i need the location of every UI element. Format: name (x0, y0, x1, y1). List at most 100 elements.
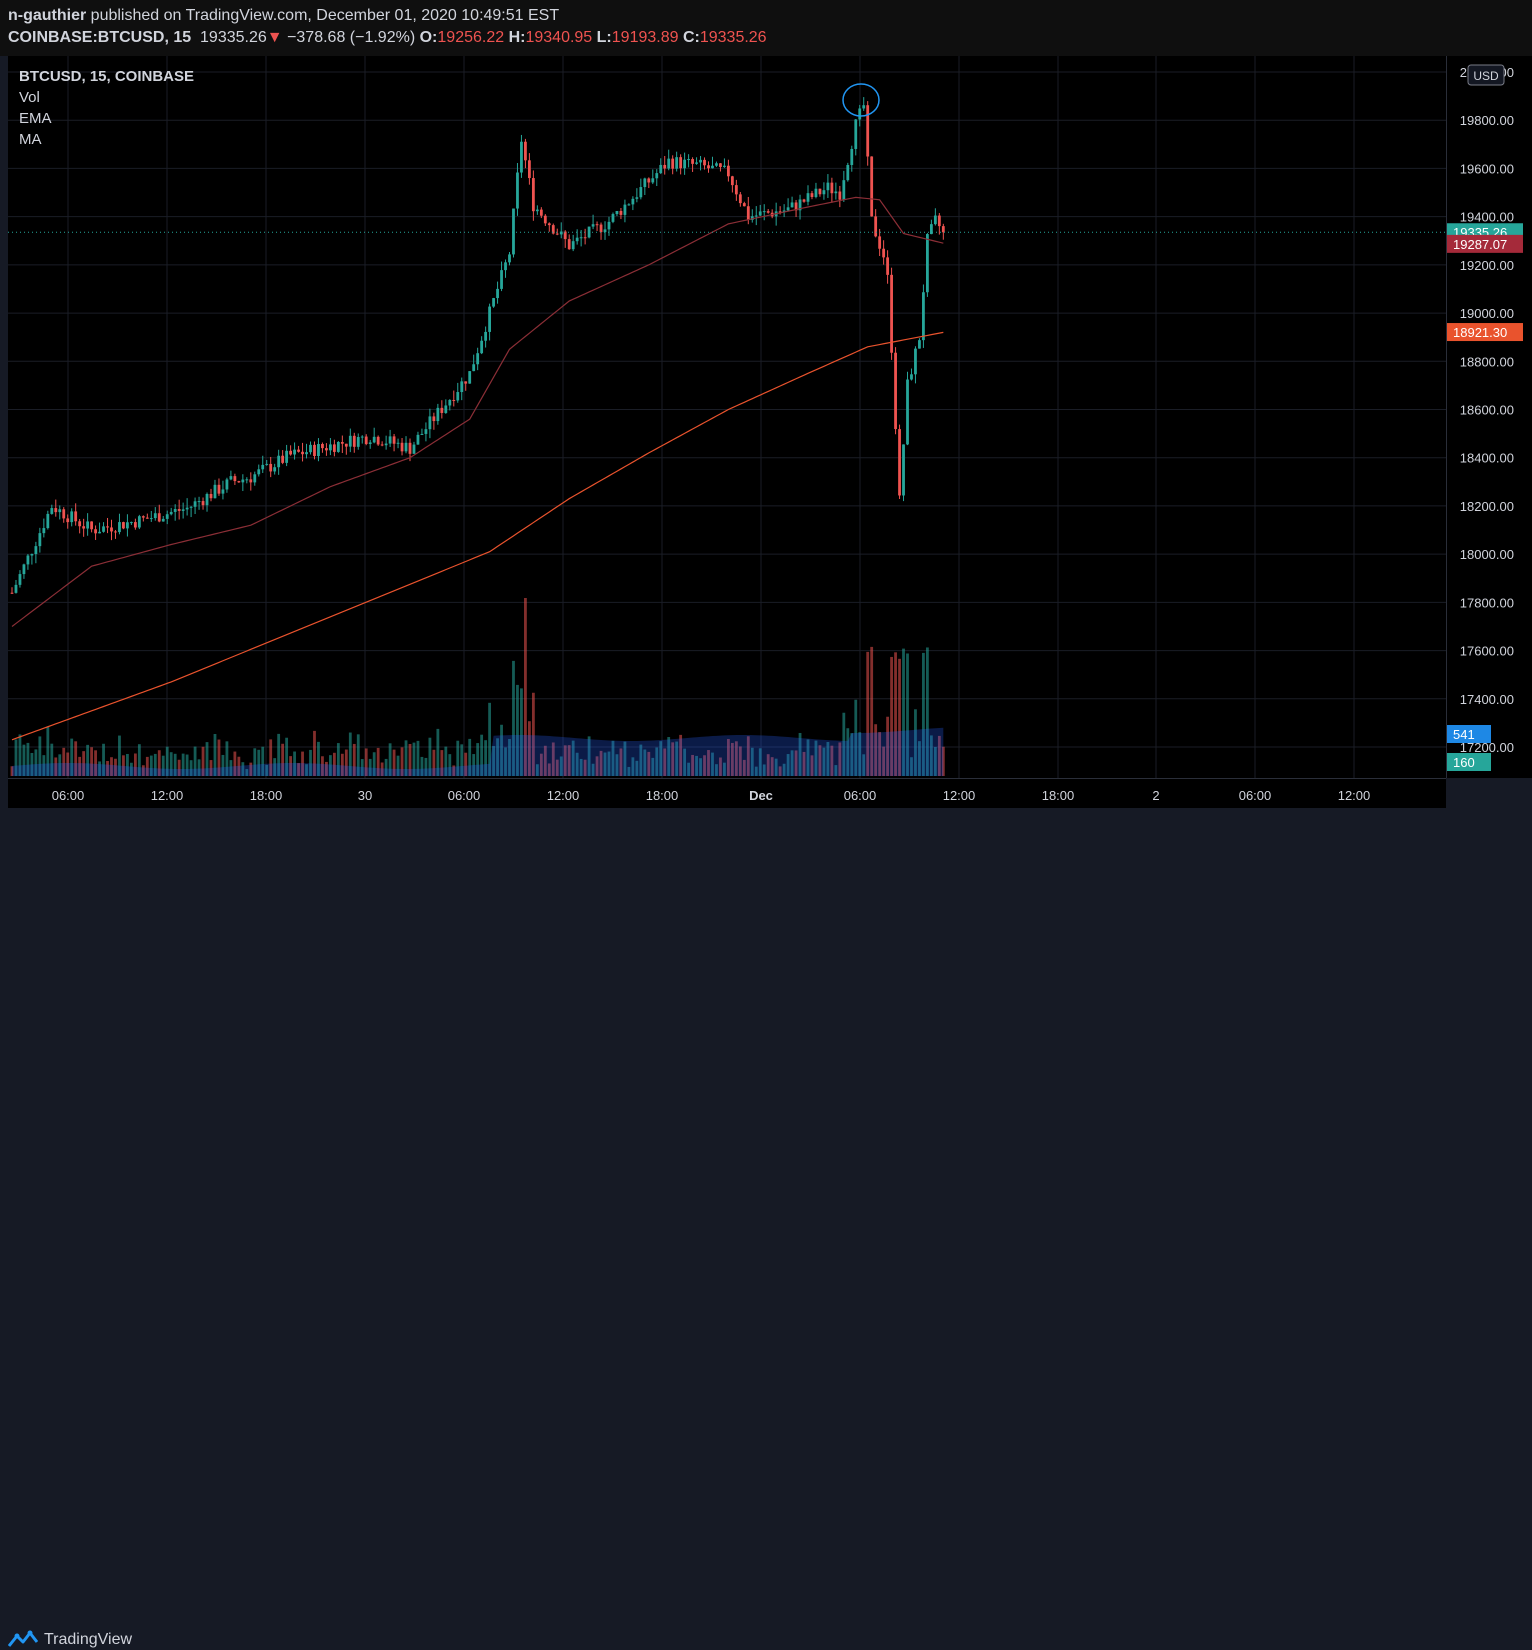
volume-bar (874, 724, 878, 776)
time-axis[interactable] (8, 778, 1446, 808)
volume-bar (472, 754, 476, 776)
volume-bar (336, 743, 340, 776)
volume-bar (723, 762, 726, 776)
x-tick-label: 12:00 (151, 788, 184, 803)
volume-bar (484, 740, 488, 776)
candle-body (886, 257, 889, 275)
candle-body (866, 105, 870, 157)
chart-plot-area[interactable] (8, 56, 1446, 778)
volume-bar (424, 757, 428, 776)
candle-body (508, 254, 511, 263)
volume-bar (647, 751, 651, 776)
candle-body (102, 526, 105, 532)
y-tick-label: 18600.00 (1460, 403, 1514, 418)
volume-bar (321, 756, 324, 776)
candle-body (273, 467, 277, 472)
candle-body (197, 501, 201, 503)
candle-body (416, 434, 420, 445)
volume-bar (416, 740, 420, 776)
candle-body (62, 509, 66, 519)
candle-body (122, 522, 125, 529)
candle-body (878, 236, 882, 249)
volume-bar (539, 753, 543, 776)
candle-body (464, 381, 468, 384)
volume-bar (34, 749, 38, 776)
candle-body (894, 352, 897, 430)
tradingview-brand[interactable]: TradingView (8, 1630, 132, 1650)
candle-body (14, 584, 18, 593)
volume-bar (798, 732, 802, 776)
volume-bar (213, 733, 217, 776)
candle-body (786, 207, 790, 211)
volume-bar (273, 758, 277, 776)
y-tick-label: 18800.00 (1460, 354, 1514, 369)
volume-bar (305, 764, 308, 776)
volume-bar (516, 684, 519, 776)
author-name[interactable]: n-gauthier (8, 7, 87, 24)
volume-bar (842, 712, 846, 776)
candle-body (806, 193, 810, 202)
candle-body (504, 262, 507, 271)
candle-body (364, 436, 368, 445)
x-tick-label: 18:00 (646, 788, 679, 803)
legend-ema[interactable]: EMA (19, 110, 52, 127)
volume-bar (102, 743, 105, 776)
volume-bar (225, 741, 229, 776)
volume-bar (289, 756, 292, 776)
volume-bar (878, 732, 882, 776)
candle-body (265, 463, 269, 465)
volume-bar (786, 754, 790, 776)
volume-bar (285, 737, 289, 776)
volume-bar (766, 754, 770, 776)
highlight-circle (842, 83, 880, 117)
volume-bar (106, 760, 109, 776)
legend-ma[interactable]: MA (19, 131, 42, 148)
volume-bar (508, 739, 511, 776)
y-tick-label: 18400.00 (1460, 451, 1514, 466)
volume-bar (496, 738, 499, 776)
candle-body (193, 501, 197, 507)
price-axis[interactable] (1446, 56, 1532, 778)
candle-body (563, 231, 567, 240)
candle-body (834, 191, 838, 194)
candle-body (261, 464, 265, 470)
candle-body (352, 435, 356, 447)
price-change: −378.68 (−1.92%) (287, 29, 416, 46)
candle-body (551, 225, 555, 234)
candle-body (297, 449, 300, 452)
volume-bar (894, 652, 897, 776)
volume-bar (94, 750, 97, 776)
high-label: H: (508, 29, 526, 46)
candle-body (520, 141, 523, 173)
candle-body (734, 185, 738, 195)
volume-bar (583, 759, 587, 776)
volume-bar (742, 759, 746, 776)
volume-bar (734, 741, 738, 776)
high-value: 19340.95 (525, 29, 593, 46)
volume-bar (500, 724, 503, 776)
candle-body (225, 479, 229, 490)
candle-body (396, 442, 400, 444)
legend-vol[interactable]: Vol (19, 89, 40, 106)
volume-bar (531, 692, 535, 776)
volume-bar (933, 746, 937, 776)
volume-bar (157, 750, 161, 776)
volume-bar (70, 738, 74, 776)
price-label-bg (1447, 753, 1491, 771)
volume-bar (623, 741, 627, 776)
volume-bar (309, 749, 312, 776)
candle-body (742, 203, 746, 207)
candle-body (723, 165, 726, 167)
price-chart[interactable]: 20000.0019800.0019600.0019400.0019200.00… (0, 0, 1532, 808)
volume-bar (520, 688, 523, 776)
volume-bar (221, 754, 225, 776)
candle-body (400, 442, 404, 452)
volume-bar (460, 744, 464, 776)
volume-bar (822, 747, 826, 776)
price-label: 19287.07 (1453, 237, 1507, 252)
candle-body (237, 481, 241, 483)
volume-bar (22, 744, 26, 776)
legend-symbol[interactable]: BTCUSD, 15, COINBASE (19, 68, 195, 85)
candle-body (384, 443, 388, 446)
candle-body (106, 526, 109, 528)
